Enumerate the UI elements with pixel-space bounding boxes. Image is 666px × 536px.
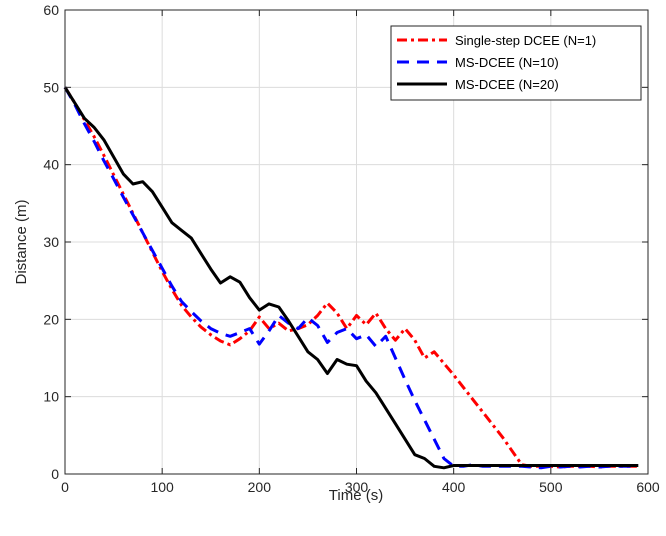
x-tick-label: 400 xyxy=(442,479,466,495)
legend-label: MS-DCEE (N=10) xyxy=(455,55,559,70)
y-tick-label: 60 xyxy=(43,2,59,18)
legend-label: Single-step DCEE (N=1) xyxy=(455,33,596,48)
x-tick-label: 300 xyxy=(345,479,369,495)
series-group xyxy=(63,86,639,470)
x-axis-title: Time (s) xyxy=(329,487,383,504)
x-tick-label: 100 xyxy=(150,479,174,495)
legend-label: MS-DCEE (N=20) xyxy=(455,77,559,92)
x-tick-label: 0 xyxy=(61,479,69,495)
legend-box xyxy=(390,25,642,101)
legend: Single-step DCEE (N=1) MS-DCEE (N=10) MS-D… xyxy=(390,25,642,101)
y-tick-label: 40 xyxy=(43,157,59,173)
series-line-2 xyxy=(63,86,639,470)
x-tick-label: 500 xyxy=(539,479,563,495)
y-tick-label: 20 xyxy=(43,311,59,327)
x-tick-label: 600 xyxy=(636,479,660,495)
series-line-3 xyxy=(63,86,639,470)
y-axis-title: Distance (m) xyxy=(13,199,30,284)
y-tick-label: 0 xyxy=(51,466,59,482)
y-tick-label: 50 xyxy=(43,79,59,95)
axis-ticks: 0 100 200 300 400 500 600 0 10 20 30 40 50 60 xyxy=(43,2,659,495)
x-tick-label: 200 xyxy=(248,479,272,495)
y-tick-label: 10 xyxy=(43,389,59,405)
y-tick-label: 30 xyxy=(43,234,59,250)
